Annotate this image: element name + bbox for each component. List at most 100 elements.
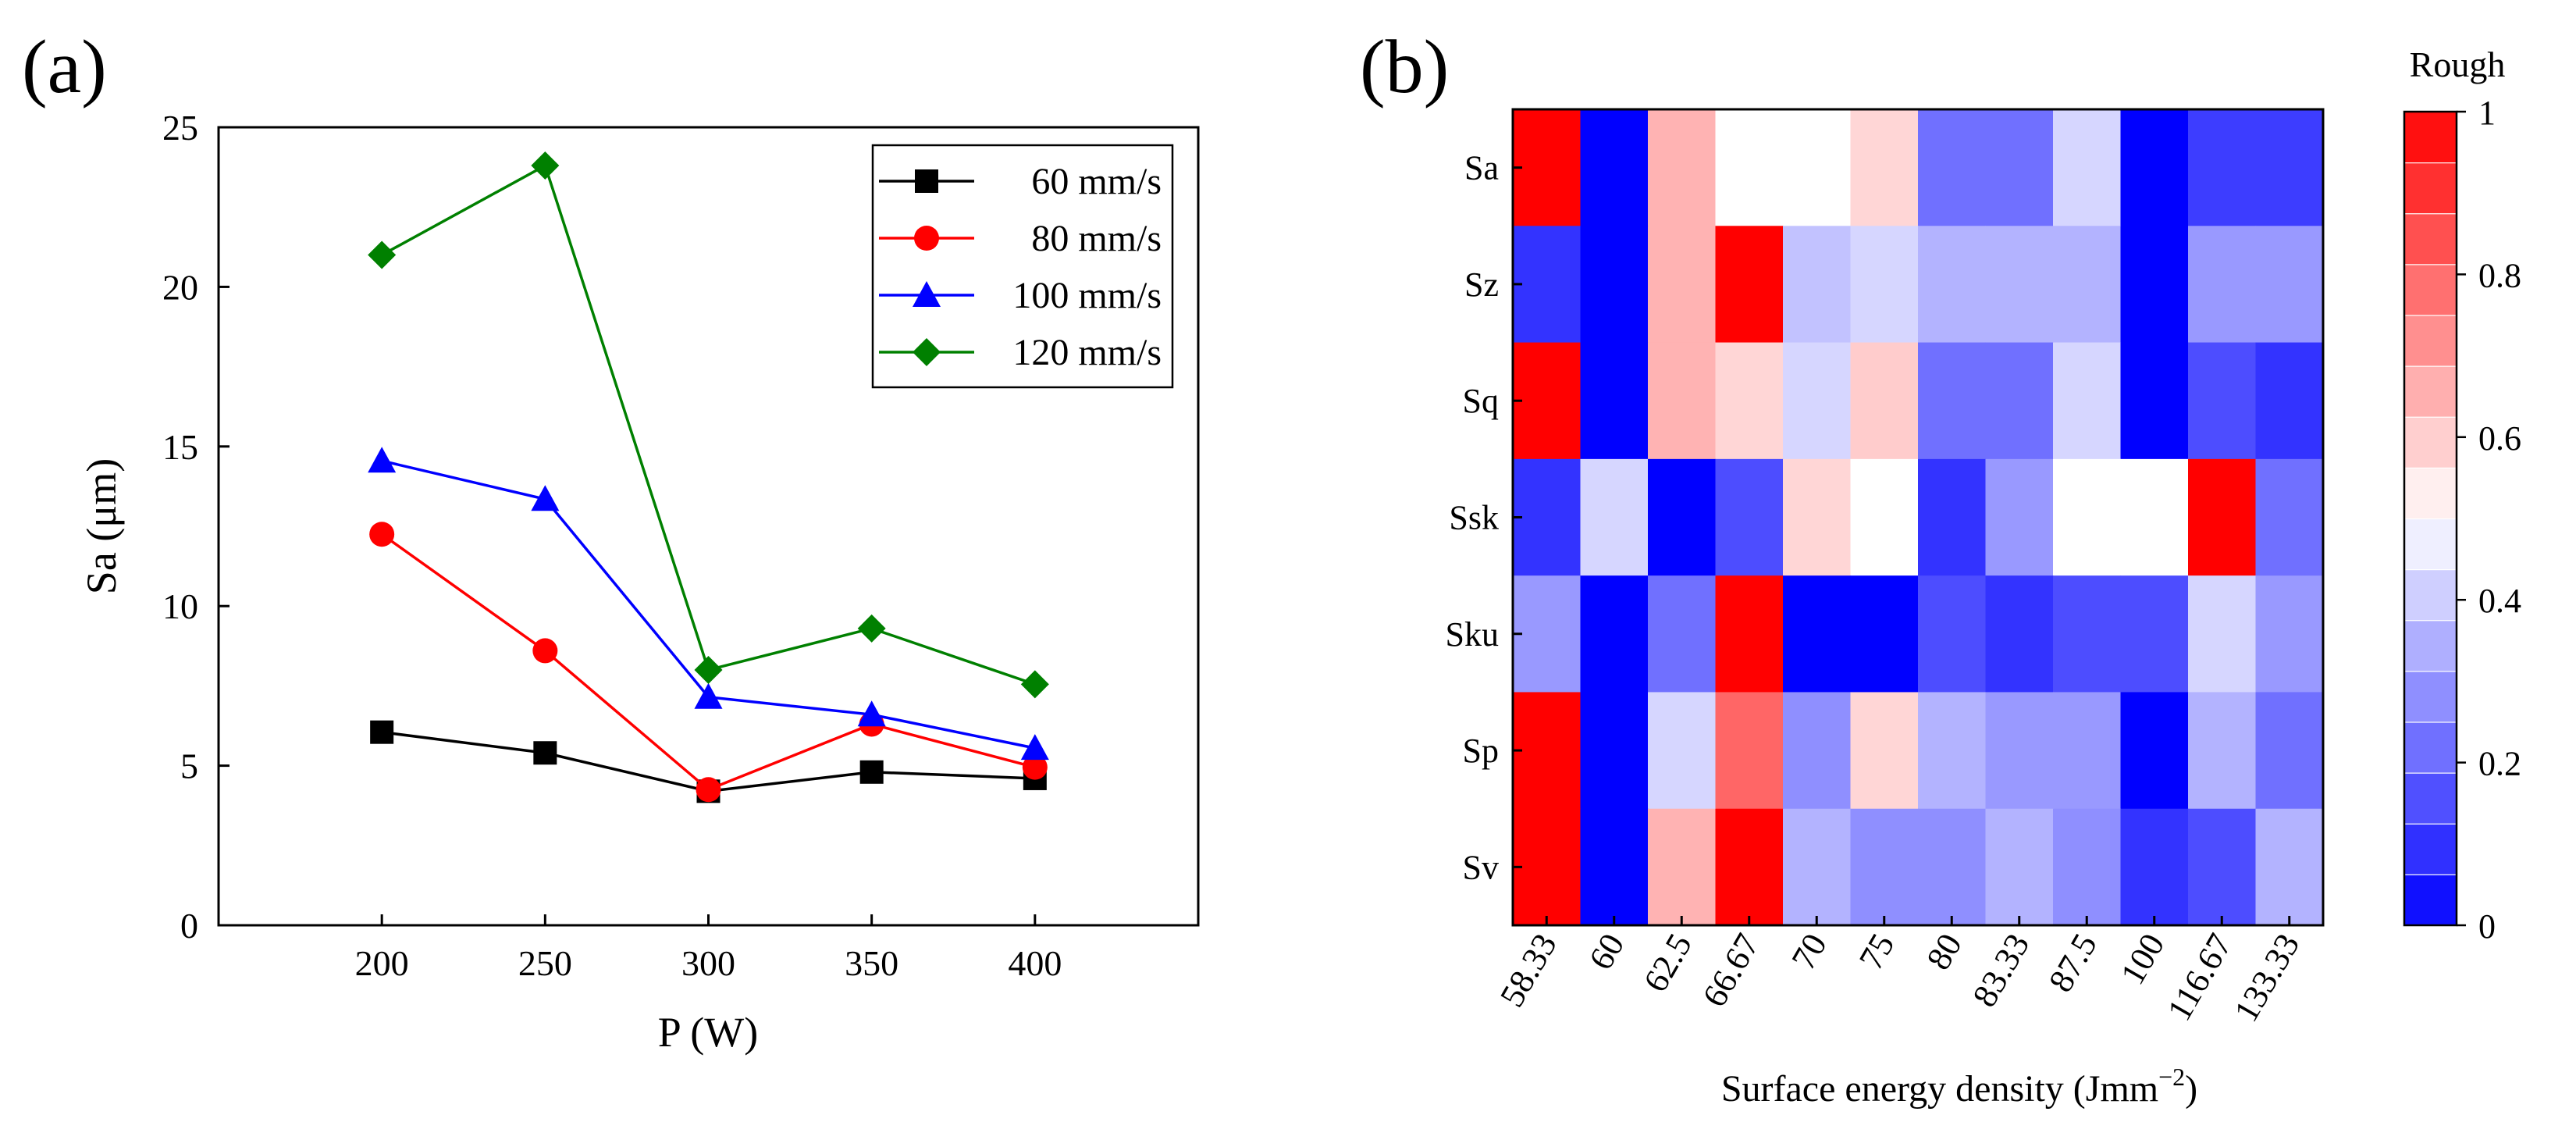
heatmap-cell-Sku-100	[2120, 575, 2189, 693]
panel-a-y-axis-title: Sa (μm)	[78, 458, 125, 594]
heatmap-cell-Sp-66.67	[1715, 692, 1784, 810]
column-label-70: 70	[1784, 928, 1834, 977]
heatmap-cell-Sa-133.33	[2255, 109, 2324, 226]
row-label-Sv: Sv	[1463, 848, 1499, 886]
legend-entry: 120 mm/s	[879, 332, 1162, 373]
colorbar-tick-label: 0.2	[2478, 745, 2521, 783]
colorbar-level	[2403, 568, 2457, 622]
heatmap-cell-Sa-80	[1918, 109, 1987, 226]
row-label-Sq: Sq	[1463, 382, 1499, 420]
colorbar-level	[2403, 162, 2457, 215]
heatmap-cell-Sa-75	[1850, 109, 1919, 226]
heatmap-cell-Sv-83.33	[1985, 808, 2054, 926]
heatmap-cell-Sv-75	[1850, 808, 1919, 926]
heatmap-cell-Sq-62.5	[1648, 342, 1717, 460]
colorbar-level	[2403, 212, 2457, 265]
data-point	[532, 638, 558, 664]
heatmap-cell-Ssk-58.33	[1513, 458, 1582, 576]
colorbar-level	[2403, 619, 2457, 672]
y-tick-label: 25	[162, 108, 198, 148]
data-point	[533, 741, 557, 765]
column-label-58.33: 58.33	[1493, 928, 1564, 1014]
colorbar-level	[2403, 670, 2457, 723]
heatmap-cell-Sku-83.33	[1985, 575, 2054, 693]
heatmap-cell-Ssk-83.33	[1985, 458, 2054, 576]
heatmap-cell-Sa-83.33	[1985, 109, 2054, 226]
heatmap-cell-Sp-80	[1918, 692, 1987, 810]
panel-a-axis-ticks: 200 250 300 350 400 0 5 10 15 20 25	[162, 108, 1062, 983]
heatmap-cell-Sa-70	[1783, 109, 1852, 226]
heatmap-cell-Sa-116.67	[2188, 109, 2257, 226]
data-point	[696, 777, 721, 803]
heatmap-cell-Sv-60	[1580, 808, 1649, 926]
heatmap-cell-Sv-62.5	[1648, 808, 1717, 926]
colorbar-level	[2403, 467, 2457, 520]
heatmap-cell-Sz-80	[1918, 226, 1987, 344]
heatmap-cell-Sz-60	[1580, 226, 1649, 344]
heatmap-cell-Sz-62.5	[1648, 226, 1717, 344]
row-label-Sz: Sz	[1464, 265, 1499, 304]
legend-marker	[915, 169, 938, 193]
heatmap-cell-Sku-116.67	[2188, 575, 2257, 693]
panel-a-line-chart: (a) 200 250 300 350 400 0 5 10 15 20 25 P (W) Sa (…	[22, 25, 1200, 1056]
data-point	[694, 682, 723, 709]
heatmap-cell-Sv-70	[1783, 808, 1852, 926]
heatmap-cell-Sa-62.5	[1648, 109, 1717, 226]
heatmap-cell-Ssk-80	[1918, 458, 1987, 576]
heatmap-cell-Sq-66.67	[1715, 342, 1784, 460]
y-tick-label: 20	[162, 267, 198, 307]
x-tick-label: 200	[355, 943, 409, 983]
x-tick-label: 400	[1008, 943, 1062, 983]
heatmap-cell-Ssk-66.67	[1715, 458, 1784, 576]
heatmap-cell-Ssk-75	[1850, 458, 1919, 576]
heatmap-cell-Sp-100	[2120, 692, 2189, 810]
heatmap-cell-Sq-75	[1850, 342, 1919, 460]
colorbar-level	[2403, 416, 2457, 468]
heatmap-cell-Sa-60	[1580, 109, 1649, 226]
heatmap-cell-Sz-58.33	[1513, 226, 1582, 344]
heatmap-cell-Sa-87.5	[2053, 109, 2122, 226]
heatmap-cell-Ssk-62.5	[1648, 458, 1717, 576]
heatmap-cell-Ssk-87.5	[2053, 458, 2122, 576]
colorbar: 0 0.2 0.4 0.6 0.8 1	[2403, 94, 2521, 946]
heatmap-cell-Sku-60	[1580, 575, 1649, 693]
heatmap-cell-Sp-58.33	[1513, 692, 1582, 810]
legend-label: 80 mm/s	[1031, 218, 1162, 259]
heatmap-cell-Sp-75	[1850, 692, 1919, 810]
heatmap-cell-Sp-62.5	[1648, 692, 1717, 810]
heatmap-cell-Sq-133.33	[2255, 342, 2324, 460]
colorbar-tick-label: 0	[2478, 907, 2496, 946]
heatmap-cell-Sp-70	[1783, 692, 1852, 810]
heatmap-cell-Sa-100	[2120, 109, 2189, 226]
heatmap-cell-Sku-80	[1918, 575, 1987, 693]
row-label-Sa: Sa	[1464, 149, 1499, 187]
column-label-66.67: 66.67	[1695, 928, 1767, 1014]
heatmap-cell-Sku-58.33	[1513, 575, 1582, 693]
heatmap-cell-Sq-100	[2120, 342, 2189, 460]
panel-a-series-group	[368, 151, 1049, 803]
data-point	[369, 522, 395, 547]
heatmap-cell-Sp-83.33	[1985, 692, 2054, 810]
heatmap-cell-Ssk-133.33	[2255, 458, 2324, 576]
heatmap-cell-Sku-66.67	[1715, 575, 1784, 693]
heatmap-cell-Sa-58.33	[1513, 109, 1582, 226]
heatmap-cell-Sv-87.5	[2053, 808, 2122, 926]
colorbar-level	[2403, 823, 2457, 875]
heatmap-cell-Sq-83.33	[1985, 342, 2054, 460]
column-label-133.33: 133.33	[2226, 928, 2307, 1028]
column-label-100: 100	[2113, 928, 2172, 992]
heatmap-cell-Sv-80	[1918, 808, 1987, 926]
column-label-60: 60	[1582, 928, 1631, 977]
panel-a-x-axis-title: P (W)	[658, 1009, 758, 1056]
column-label-75: 75	[1852, 928, 1902, 977]
heatmap-cell-Sq-70	[1783, 342, 1852, 460]
heatmap-cell-Sv-116.67	[2188, 808, 2257, 926]
heatmap-cell-Sku-70	[1783, 575, 1852, 693]
colorbar-level	[2403, 365, 2457, 418]
heatmap-cell-Sv-133.33	[2255, 808, 2324, 926]
panel-b-label: (b)	[1360, 25, 1449, 109]
heatmap-cell-Sz-87.5	[2053, 226, 2122, 344]
colorbar-level	[2403, 772, 2457, 825]
heatmap-cell-Sv-100	[2120, 808, 2189, 926]
legend-marker	[913, 338, 941, 366]
